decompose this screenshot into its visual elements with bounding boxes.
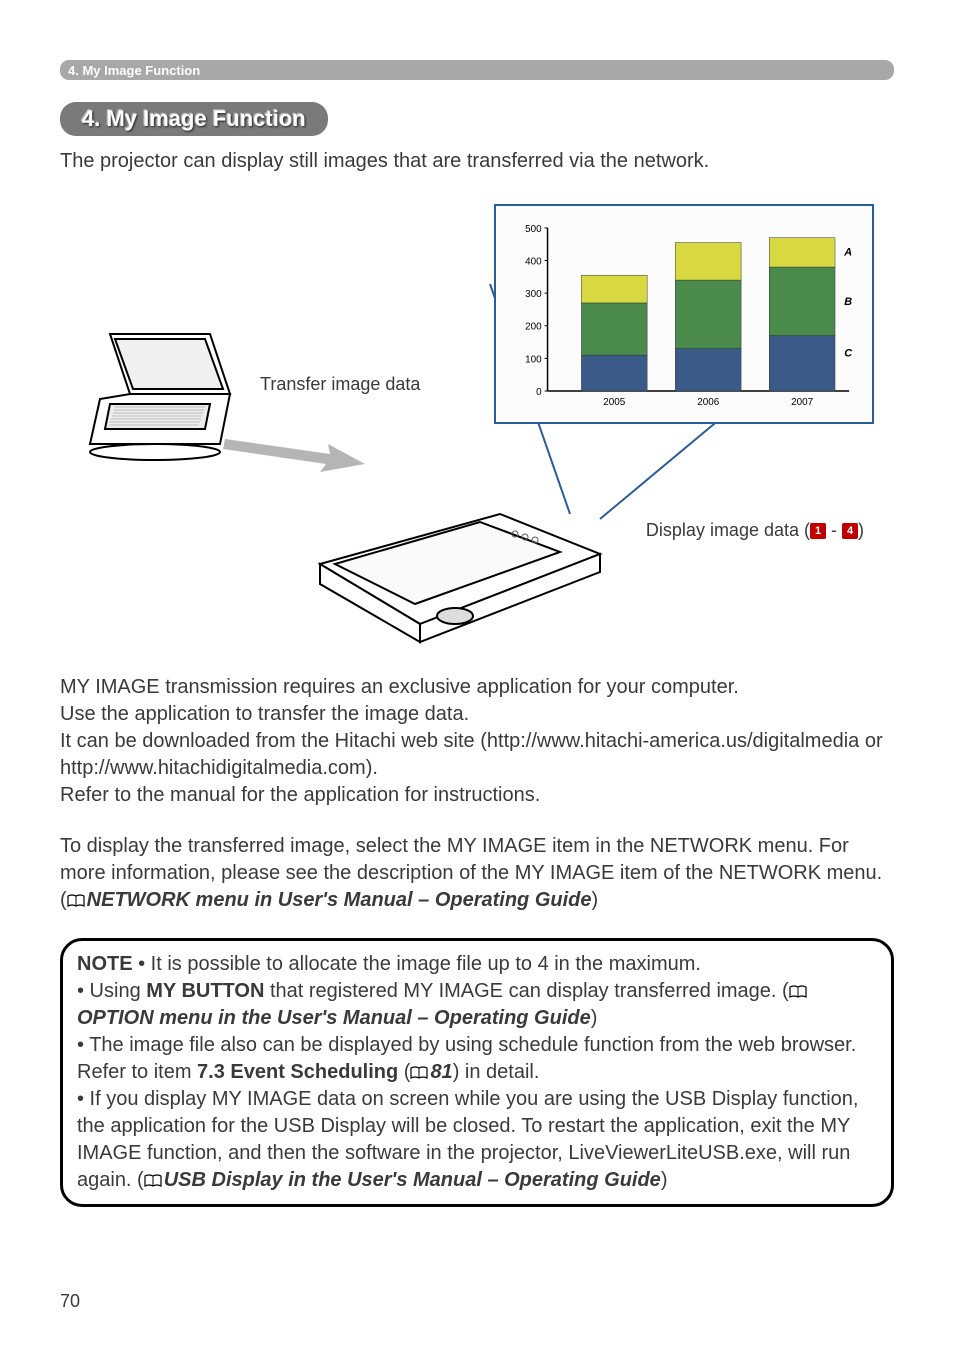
display-label-suffix: ) [858,520,864,540]
svg-text:2007: 2007 [791,397,813,408]
note-b2c: that registered MY IMAGE can display tra… [264,980,788,1002]
page-number: 70 [60,1291,80,1312]
intro-text: The projector can display still images t… [60,148,894,174]
book-icon [144,1174,162,1188]
note-label: NOTE [77,953,133,975]
svg-text:C: C [844,347,852,359]
book-icon [410,1066,428,1080]
section-title: 4. My Image Function [82,106,306,131]
note-b2ref: OPTION menu in the User's Manual – Opera… [77,1007,591,1029]
svg-text:B: B [844,296,852,308]
svg-text:2005: 2005 [603,397,625,408]
display-label: Display image data (1 - 4) [646,520,864,541]
svg-text:200: 200 [525,322,542,333]
p2-text2: ) [592,889,599,911]
display-label-prefix: Display image data ( [646,520,810,540]
transfer-label: Transfer image data [260,374,420,395]
note-b3d: ) in detail. [453,1061,540,1083]
svg-text:100: 100 [525,354,542,365]
note-b2d: ) [591,1007,598,1029]
note-b3c: ( [398,1061,410,1083]
header-bar: 4. My Image Function [60,60,894,80]
paragraph-2: To display the transferred image, select… [60,833,894,914]
book-icon [67,894,85,908]
book-icon [789,985,807,999]
svg-text:400: 400 [525,256,542,267]
badge-4: 4 [842,523,858,539]
chart: 500 400 300 200 100 0 2005 2006 2007 A B C [494,204,874,424]
note-b4ref: USB Display in the User's Manual – Opera… [164,1169,661,1191]
p2-ref: NETWORK menu in User's Manual – Operatin… [87,889,592,911]
section-title-pill: 4. My Image Function [60,102,328,136]
p1-line3: It can be downloaded from the Hitachi we… [60,730,883,779]
note-b2a: • Using [77,980,146,1002]
paragraph-1: MY IMAGE transmission requires an exclus… [60,674,894,809]
svg-text:A: A [843,247,852,259]
note-b1: • It is possible to allocate the image f… [133,953,701,975]
note-b3b: 7.3 Event Scheduling [197,1061,398,1083]
p1-line2: Use the application to transfer the imag… [60,703,469,725]
note-b4b: ) [661,1169,668,1191]
svg-text:0: 0 [536,387,542,398]
svg-text:300: 300 [525,289,542,300]
p1-line1: MY IMAGE transmission requires an exclus… [60,676,739,698]
note-b2b: MY BUTTON [146,980,264,1002]
note-box: NOTE • It is possible to allocate the im… [60,938,894,1207]
badge-1: 1 [810,523,826,539]
svg-text:500: 500 [525,224,542,235]
badge-separator: - [826,520,842,540]
header-bar-text: 4. My Image Function [68,63,200,78]
p1-line4: Refer to the manual for the application … [60,784,540,806]
chart-svg: 500 400 300 200 100 0 2005 2006 2007 A B C [508,218,860,412]
diagram: Transfer image data 500 400 300 200 100 0 [60,204,894,644]
svg-text:2006: 2006 [697,397,719,408]
note-b3ref: 81 [430,1061,452,1083]
